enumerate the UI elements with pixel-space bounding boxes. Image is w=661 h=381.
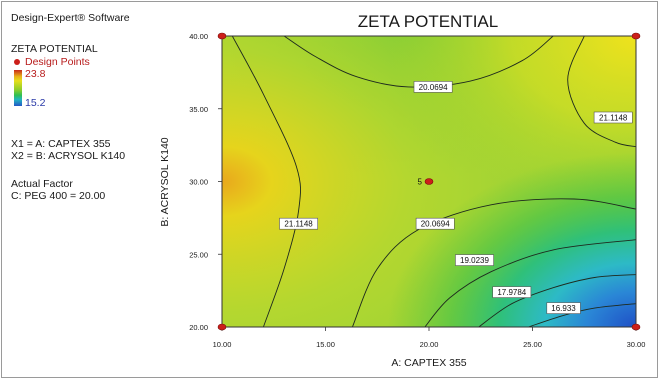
x-tick-label: 20.00 (420, 340, 439, 349)
y-tick-label: 35.00 (189, 105, 208, 114)
response-name: ZETA POTENTIAL (11, 43, 98, 55)
y-tick-label: 25.00 (189, 250, 208, 259)
y-tick-label: 40.00 (189, 32, 208, 41)
contour-label-box (279, 217, 319, 230)
x-axis-label: A: CAPTEX 355 (391, 357, 466, 369)
actual-factor-value: C: PEG 400 = 20.00 (11, 190, 106, 202)
x-tick-label: 10.00 (213, 340, 232, 349)
contour-label-box (413, 81, 453, 93)
contour-line (351, 198, 636, 327)
color-scale-min: 15.2 (25, 97, 46, 109)
contour-label-box (415, 217, 455, 230)
contour-label: 20.0694 (421, 220, 450, 229)
y-axis-label: B: ACRYSOL K140 (159, 137, 171, 226)
contour-label-box (455, 254, 494, 266)
contour-label-box (546, 302, 581, 314)
design-points-label: Design Points (25, 56, 90, 68)
design-point-legend-icon (14, 59, 20, 65)
chart-title: ZETA POTENTIAL (357, 12, 499, 31)
contour-line (231, 36, 301, 327)
design-point (217, 32, 227, 40)
contour-label: 17.9784 (497, 288, 526, 297)
design-point (631, 323, 641, 331)
actual-factor-title: Actual Factor (11, 178, 73, 190)
y-tick-label: 20.00 (189, 323, 208, 332)
contour-label: 21.1148 (284, 220, 313, 229)
contour-line (478, 274, 636, 327)
design-point (631, 32, 641, 40)
contour-label: 16.933 (551, 304, 576, 313)
contour-line (424, 239, 636, 327)
x-tick-label: 25.00 (523, 340, 542, 349)
contour-line (283, 36, 554, 88)
x-tick-label: 15.00 (316, 340, 335, 349)
color-scale-bar (14, 70, 22, 106)
x1-definition: X1 = A: CAPTEX 355 (11, 138, 111, 150)
y-tick-label: 30.00 (189, 178, 208, 187)
color-scale-max: 23.8 (25, 68, 46, 80)
contour-label: 19.0239 (460, 256, 489, 265)
x-tick-label: 30.00 (627, 340, 646, 349)
design-point (424, 178, 434, 185)
design-point (217, 323, 227, 331)
contour-label: 20.0694 (419, 83, 448, 92)
contour-label: 21.1148 (599, 114, 628, 123)
x2-definition: X2 = B: ACRYSOL K140 (11, 150, 126, 162)
contour-line (567, 36, 636, 148)
contour-label-box (593, 111, 633, 124)
contour-label-box (492, 286, 532, 298)
design-point-count: 5 (418, 178, 423, 187)
software-label: Design-Expert® Software (11, 12, 130, 24)
